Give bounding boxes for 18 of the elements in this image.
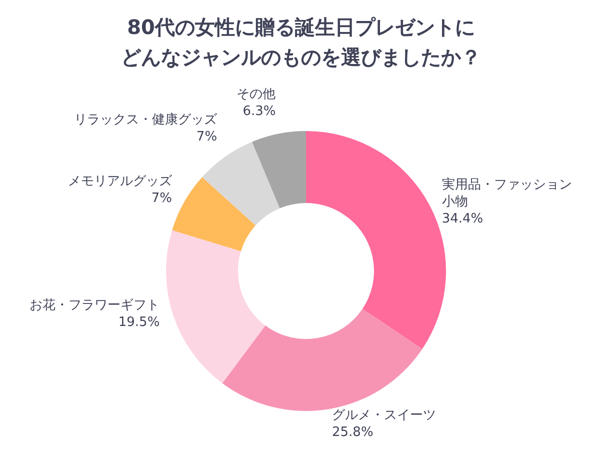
donut-slice	[166, 230, 266, 384]
data-label: 25.8%	[332, 424, 374, 440]
slice-label: 実用品・ファッション小物	[442, 176, 572, 210]
donut-slice	[222, 308, 422, 411]
donut-slice	[172, 177, 256, 252]
data-label: 6.3%	[242, 104, 276, 120]
slice-label: その他	[236, 87, 276, 102]
data-label: 7%	[151, 191, 172, 206]
slice-label: メモリアルグッズ	[68, 174, 173, 190]
slice-label: グルメ・スイーツ	[332, 408, 436, 423]
slice-label: お花・フラワーギフト	[30, 298, 160, 314]
donut-slice	[252, 131, 306, 208]
data-label: 7%	[196, 129, 218, 144]
data-label: 34.4%	[442, 212, 484, 227]
slice-label: リラックス・健康グッズ	[74, 112, 218, 128]
donut-slice	[202, 142, 280, 226]
chart-title: 80代の女性に贈る誕生日プレゼントにどんなジャンルのものを選びましたか？	[120, 14, 482, 71]
data-label: 19.5%	[118, 315, 160, 330]
